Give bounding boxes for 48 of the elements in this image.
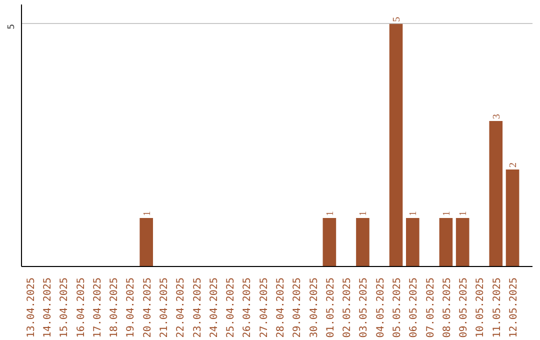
x-tick-label: 18.04.2025: [109, 277, 120, 338]
x-tick-label: 09.05.2025: [458, 277, 470, 338]
x-tick-label: 20.04.2025: [142, 277, 154, 338]
x-tick-label: 17.04.2025: [92, 277, 104, 338]
bar: [506, 169, 520, 266]
data-label: 1: [441, 210, 452, 216]
x-tick-label: 01.05.2025: [325, 277, 336, 338]
x-tick-label: 25.04.2025: [226, 277, 237, 338]
bar: [322, 218, 336, 266]
data-label: 1: [358, 210, 370, 216]
bar: [140, 218, 153, 266]
bar: [456, 218, 470, 266]
x-tick-label: 30.04.2025: [308, 277, 320, 338]
x-tick-label: 07.05.2025: [425, 277, 436, 338]
data-label: 1: [324, 210, 336, 216]
bar: [406, 218, 420, 266]
x-tick-label: 24.04.2025: [208, 277, 220, 338]
data-label: 3: [491, 114, 502, 119]
x-tick-label: 06.05.2025: [408, 277, 420, 338]
bar: [439, 218, 453, 266]
x-tick-label: 13.04.2025: [26, 277, 37, 338]
bar: [356, 218, 370, 266]
x-tick-label: 21.04.2025: [158, 277, 170, 338]
x-tick-label: 19.04.2025: [126, 277, 137, 338]
x-tick-label: 14.04.2025: [42, 277, 54, 338]
x-tick-label: 23.04.2025: [192, 277, 204, 338]
data-label: 1: [142, 210, 153, 216]
x-tick-label: 12.05.2025: [508, 277, 520, 338]
x-tick-label: 27.04.2025: [258, 277, 270, 338]
data-label: 1: [408, 210, 420, 216]
x-tick-label: 29.04.2025: [292, 277, 304, 338]
x-tick-label: 22.04.2025: [176, 277, 187, 338]
x-tick-label: 02.05.2025: [342, 277, 354, 338]
x-tick-label: 16.04.2025: [76, 277, 87, 338]
data-label: 2: [508, 162, 520, 168]
x-tick-label: 26.04.2025: [242, 277, 254, 338]
x-tick-label: 11.05.2025: [492, 277, 503, 338]
x-tick-label: 10.05.2025: [475, 277, 486, 338]
bar: [489, 120, 503, 266]
x-tick-label: 05.05.2025: [392, 277, 404, 338]
x-tick-label: 04.05.2025: [375, 277, 386, 338]
data-label: 5: [392, 16, 403, 22]
data-label: 1: [458, 210, 470, 216]
x-tick-label: 03.05.2025: [358, 277, 370, 338]
x-tick-label: 08.05.2025: [442, 277, 453, 338]
x-tick-label: 28.04.2025: [275, 277, 286, 338]
x-tick-label: 15.04.2025: [59, 277, 70, 338]
bar: [389, 24, 403, 266]
